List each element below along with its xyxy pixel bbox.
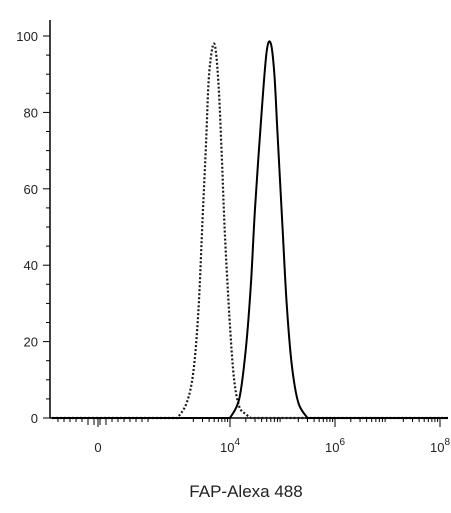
y-tick-label: 40: [24, 258, 38, 273]
y-tick-label: 20: [24, 335, 38, 350]
y-tick-label: 0: [31, 411, 38, 426]
y-tick-label: 100: [16, 29, 38, 44]
plot-frame: [49, 20, 448, 419]
solid-series-line: [52, 40, 448, 419]
x-tick-label: 108: [430, 437, 450, 455]
series-layer: [52, 40, 448, 420]
x-tick-label: 104: [220, 437, 240, 455]
y-axis-ticks: 0 20 40 60 80 100: [16, 29, 50, 426]
x-tick-label: 106: [325, 437, 345, 455]
x-axis-label: FAP-Alexa 488: [189, 482, 302, 501]
x-axis-ticks: 0 104 106 108: [57, 418, 450, 455]
y-tick-label: 80: [24, 105, 38, 120]
x-tick-label: 0: [94, 440, 101, 455]
y-tick-label: 60: [24, 182, 38, 197]
dotted-series-line: [52, 42, 448, 420]
